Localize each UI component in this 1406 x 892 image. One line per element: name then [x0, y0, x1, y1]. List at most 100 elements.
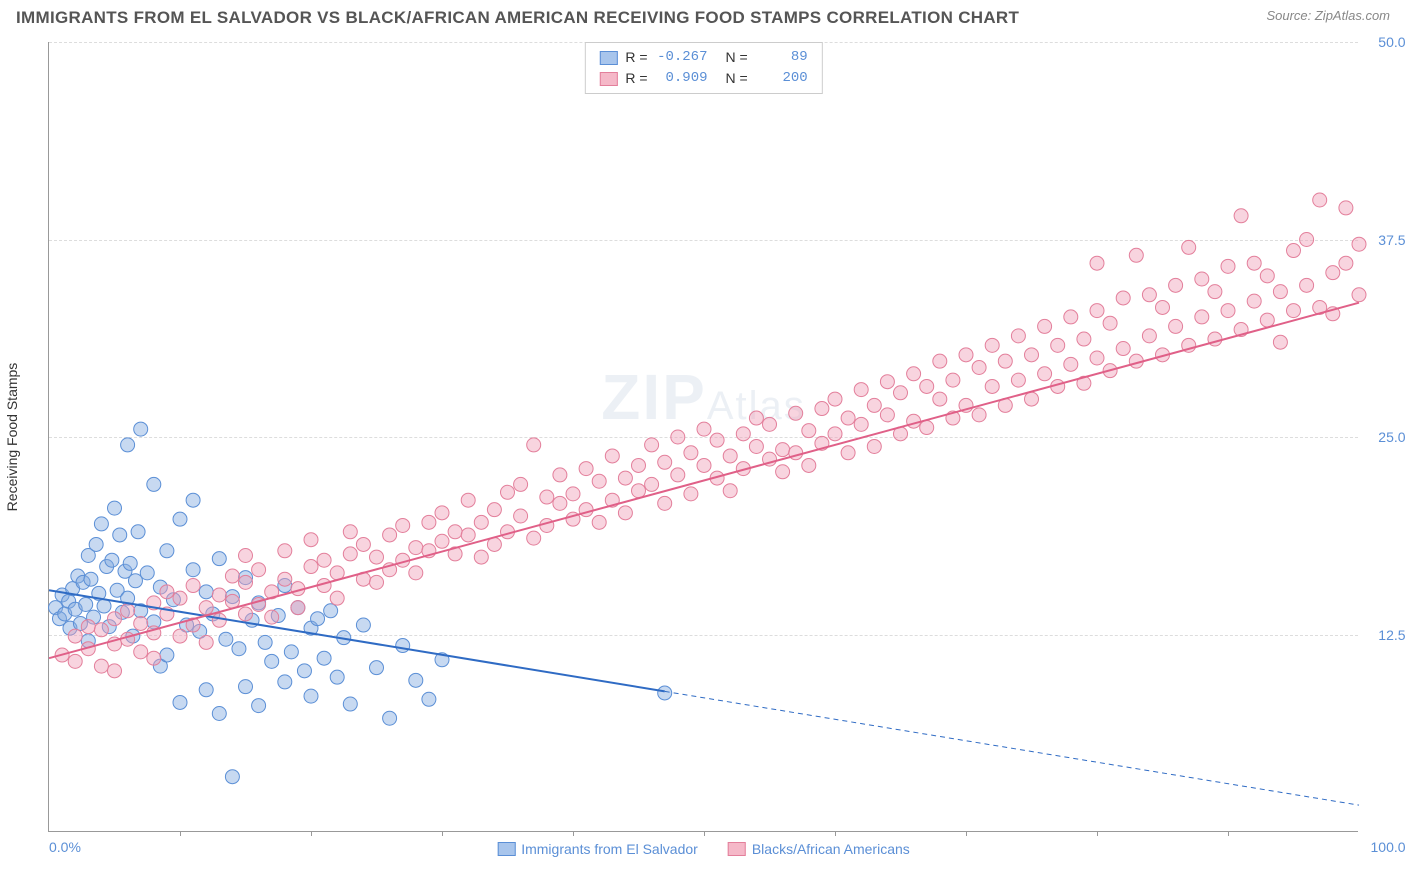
data-point: [1234, 209, 1248, 223]
data-point: [173, 695, 187, 709]
data-point: [140, 566, 154, 580]
data-point: [710, 433, 724, 447]
data-point: [1313, 193, 1327, 207]
legend-label: Immigrants from El Salvador: [521, 841, 698, 857]
data-point: [474, 550, 488, 564]
data-point: [933, 392, 947, 406]
data-point: [134, 616, 148, 630]
data-point: [291, 601, 305, 615]
data-point: [658, 496, 672, 510]
x-tick: [1228, 831, 1229, 836]
data-point: [304, 689, 318, 703]
data-point: [1221, 259, 1235, 273]
data-point: [1195, 272, 1209, 286]
data-point: [697, 422, 711, 436]
data-point: [1038, 319, 1052, 333]
data-point: [920, 379, 934, 393]
r-label: R =: [625, 47, 647, 68]
data-point: [1300, 278, 1314, 292]
data-point: [723, 449, 737, 463]
data-point: [658, 455, 672, 469]
data-point: [1025, 348, 1039, 362]
data-point: [212, 707, 226, 721]
data-point: [383, 711, 397, 725]
data-point: [514, 477, 528, 491]
data-point: [113, 528, 127, 542]
data-point: [1038, 367, 1052, 381]
r-value: 0.909: [656, 68, 708, 89]
data-point: [514, 509, 528, 523]
data-point: [409, 673, 423, 687]
data-point: [972, 408, 986, 422]
data-point: [317, 651, 331, 665]
x-tick: [704, 831, 705, 836]
plot-area: ZIPAtlas 12.5%25.0%37.5%50.0% R =-0.267N…: [48, 42, 1358, 832]
data-point: [186, 493, 200, 507]
data-point: [776, 465, 790, 479]
data-point: [435, 506, 449, 520]
data-point: [920, 421, 934, 435]
data-point: [1142, 288, 1156, 302]
trend-line: [49, 303, 1359, 659]
data-point: [396, 518, 410, 532]
data-point: [684, 487, 698, 501]
data-point: [802, 458, 816, 472]
trend-line-extrapolated: [665, 691, 1359, 805]
data-point: [776, 443, 790, 457]
data-point: [1169, 278, 1183, 292]
data-point: [907, 414, 921, 428]
chart-title: IMMIGRANTS FROM EL SALVADOR VS BLACK/AFR…: [16, 8, 1019, 28]
data-point: [212, 613, 226, 627]
data-point: [1051, 338, 1065, 352]
data-point: [527, 531, 541, 545]
x-tick: [1097, 831, 1098, 836]
data-point: [632, 484, 646, 498]
data-point: [461, 493, 475, 507]
data-point: [880, 375, 894, 389]
y-axis-label: Receiving Food Stamps: [4, 363, 20, 512]
data-point: [946, 373, 960, 387]
data-point: [1142, 329, 1156, 343]
data-point: [566, 487, 580, 501]
legend-item: Immigrants from El Salvador: [497, 841, 698, 857]
data-point: [1195, 310, 1209, 324]
data-point: [854, 417, 868, 431]
x-tick: [835, 831, 836, 836]
r-label: R =: [625, 68, 647, 89]
data-point: [81, 620, 95, 634]
data-point: [409, 541, 423, 555]
data-point: [160, 648, 174, 662]
data-point: [763, 417, 777, 431]
data-point: [1208, 285, 1222, 299]
data-point: [461, 528, 475, 542]
data-point: [802, 424, 816, 438]
data-point: [173, 629, 187, 643]
data-point: [1090, 256, 1104, 270]
y-tick-label: 25.0%: [1378, 429, 1406, 445]
data-point: [867, 439, 881, 453]
data-point: [592, 515, 606, 529]
data-point: [998, 354, 1012, 368]
data-point: [1247, 294, 1261, 308]
data-point: [134, 645, 148, 659]
data-point: [147, 651, 161, 665]
data-point: [880, 408, 894, 422]
y-tick-label: 50.0%: [1378, 34, 1406, 50]
data-point: [199, 601, 213, 615]
data-point: [84, 572, 98, 586]
data-point: [94, 517, 108, 531]
data-point: [324, 604, 338, 618]
data-point: [68, 654, 82, 668]
data-point: [1326, 266, 1340, 280]
data-point: [1116, 291, 1130, 305]
data-point: [815, 402, 829, 416]
legend-swatch: [497, 842, 515, 856]
data-point: [252, 699, 266, 713]
r-value: -0.267: [656, 47, 708, 68]
data-point: [147, 477, 161, 491]
data-point: [867, 398, 881, 412]
data-point: [959, 348, 973, 362]
x-tick-min: 0.0%: [49, 839, 81, 855]
data-point: [828, 392, 842, 406]
data-point: [1011, 373, 1025, 387]
